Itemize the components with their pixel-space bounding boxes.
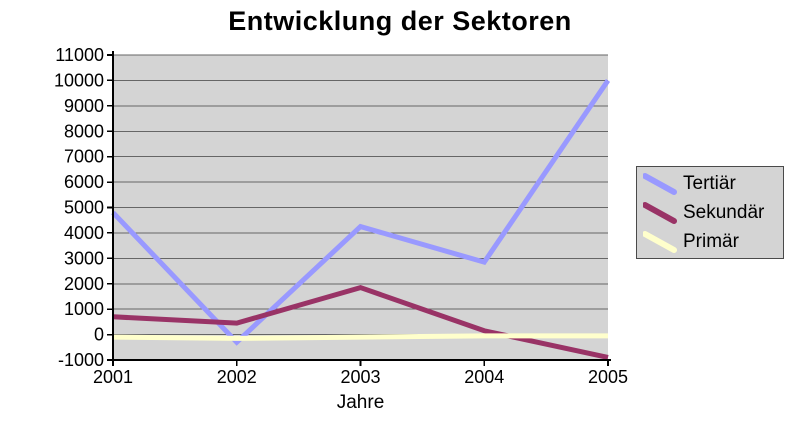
legend-item-sekundaer: Sekundär xyxy=(643,199,777,227)
series-line-sekundär xyxy=(112,284,609,360)
legend: Tertiär Sekundär Primär xyxy=(636,166,784,259)
legend-label-primaer: Primär xyxy=(683,231,739,252)
x-tick-label: 2004 xyxy=(464,367,504,387)
legend-line-swatch-sekundaer xyxy=(643,201,677,224)
legend-label-tertiaer: Tertiär xyxy=(683,173,736,194)
legend-item-tertiaer: Tertiär xyxy=(643,170,777,198)
x-tick-label: 2001 xyxy=(93,367,133,387)
chart-title: Entwicklung der Sektoren xyxy=(228,6,572,36)
y-tick-label: 6000 xyxy=(64,172,104,192)
y-tick-label: 9000 xyxy=(64,96,104,116)
y-tick-label: 7000 xyxy=(64,147,104,167)
y-tick-label: 0 xyxy=(94,325,104,345)
y-tick-label: 10000 xyxy=(54,70,104,90)
legend-label-sekundaer: Sekundär xyxy=(683,202,765,223)
y-tick-label: 11000 xyxy=(55,45,104,65)
x-tick-label: 2003 xyxy=(340,367,380,387)
y-tick-label: 2000 xyxy=(64,274,104,294)
x-axis-title: Jahre xyxy=(336,392,385,413)
y-tick-label: -1000 xyxy=(58,350,104,370)
series-line-tertiär xyxy=(111,79,611,346)
y-tick-label: 8000 xyxy=(64,121,104,141)
legend-line-swatch-tertiaer xyxy=(643,172,677,195)
y-tick-label: 1000 xyxy=(64,299,104,319)
legend-line-swatch-primaer xyxy=(643,230,677,253)
legend-item-primaer: Primär xyxy=(643,228,777,256)
x-tick-label: 2005 xyxy=(588,367,628,387)
y-tick-label: 4000 xyxy=(64,223,104,243)
x-tick-label: 2002 xyxy=(217,367,257,387)
y-tick-label: 3000 xyxy=(64,248,104,268)
y-tick-label: 5000 xyxy=(64,198,104,218)
series-line-primär xyxy=(112,333,608,341)
